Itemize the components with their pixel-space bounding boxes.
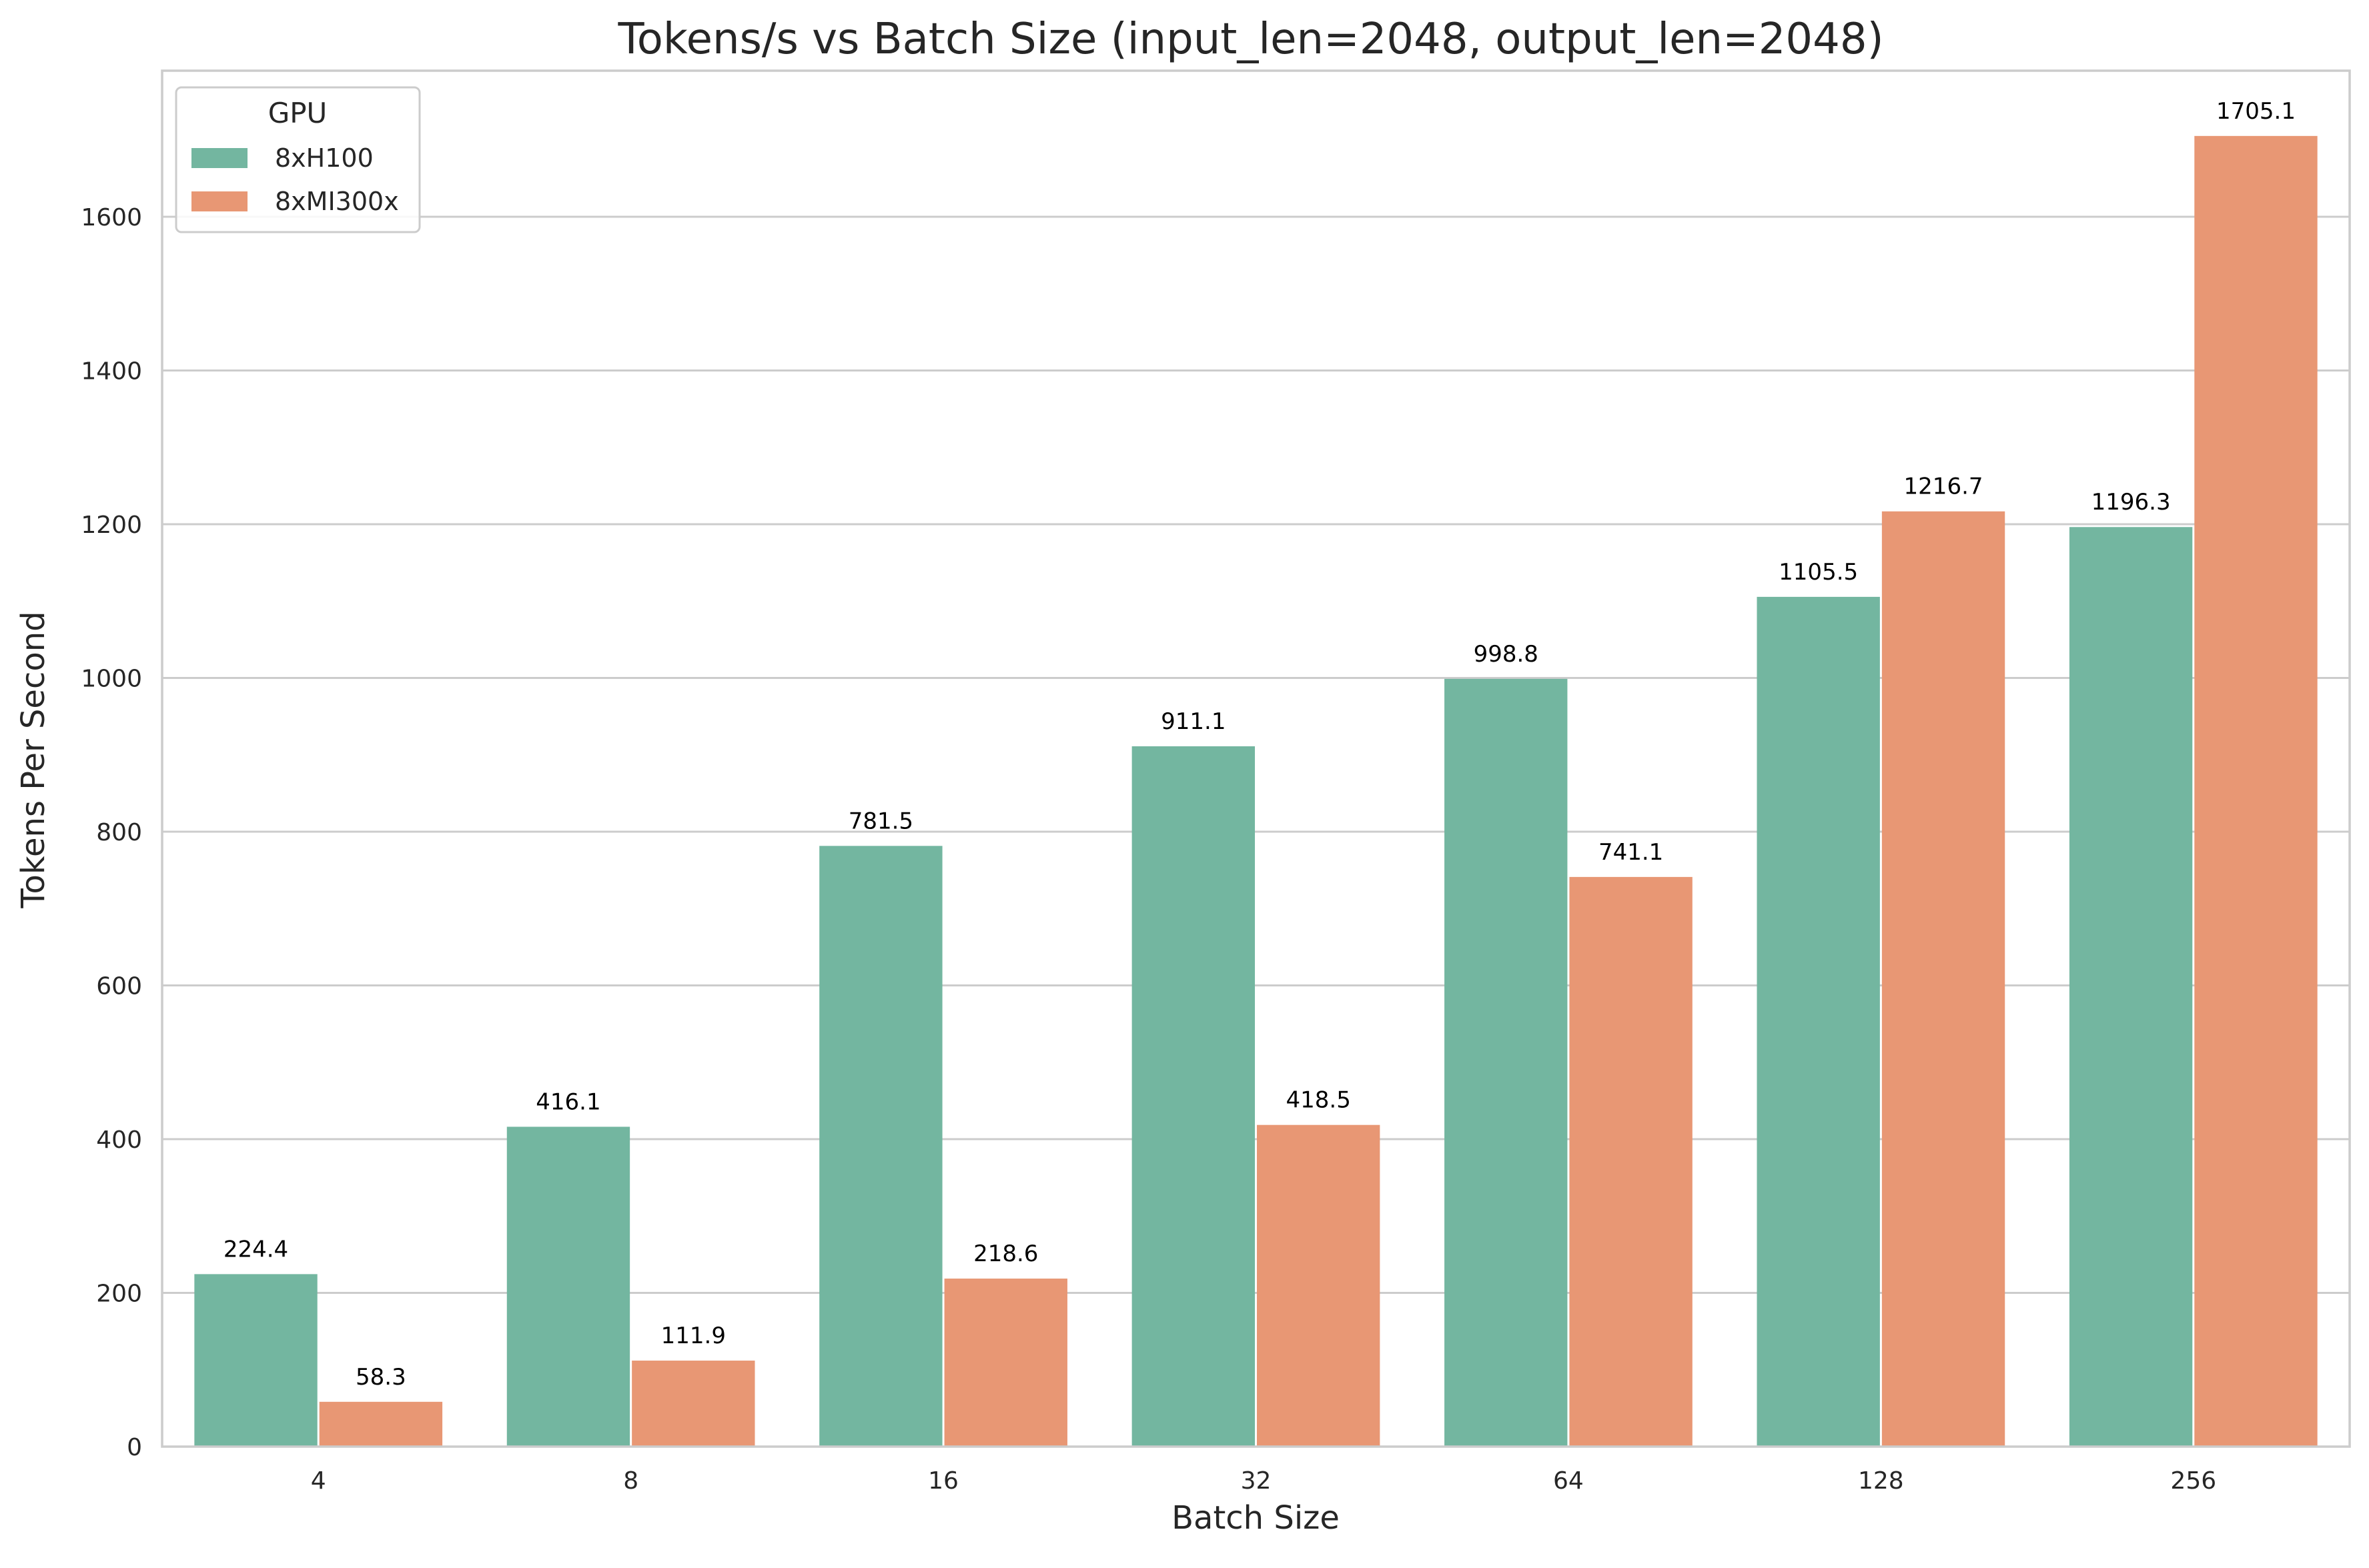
legend-swatch-8xh100 [191,148,248,168]
bar-8xh100-256 [2069,527,2193,1447]
y-tick-label-1200: 1200 [81,512,142,539]
legend[interactable]: GPU 8xH100 8xMI300x [175,86,421,233]
x-tick-label-16: 16 [928,1467,959,1495]
data-label-8xmi300x-32: 418.5 [1286,1087,1351,1114]
y-tick-label-400: 400 [96,1126,142,1154]
gridlines [162,215,2350,1448]
x-tick-label-64: 64 [1553,1467,1584,1495]
bar-8xh100-8 [506,1126,630,1447]
data-label-8xh100-256: 1196.3 [2091,489,2171,516]
bar-8xmi300x-32 [1257,1124,1380,1447]
data-label-8xmi300x-4: 58.3 [356,1364,406,1391]
data-label-8xh100-16: 781.5 [849,808,913,834]
y-tick-label-1600: 1600 [81,204,142,231]
legend-label-8xmi300x: 8xMI300x [275,187,399,216]
plot-frame [161,69,2351,1448]
legend-title: GPU [268,97,328,129]
bar-labels: 224.4 416.1 781.5 911.1 998.8 1105.5 1196.3 58.… [223,98,2296,1391]
bar-8xmi300x-256 [2194,135,2318,1447]
data-label-8xmi300x-128: 1216.7 [1904,474,1983,500]
x-tick-label-4: 4 [311,1467,326,1495]
data-label-8xmi300x-64: 741.1 [1598,839,1663,866]
data-label-8xmi300x-16: 218.6 [973,1241,1038,1267]
bar-8xh100-64 [1444,678,1568,1447]
bar-8xmi300x-8 [632,1361,755,1447]
bar-8xh100-4 [194,1274,318,1447]
bar-8xh100-32 [1131,746,1255,1447]
x-tick-label-32: 32 [1241,1467,1272,1495]
x-tick-label-128: 128 [1858,1467,1904,1495]
data-label-8xh100-128: 1105.5 [1779,559,1858,586]
chart-title: Tokens/s vs Batch Size (input_len=2048, … [617,15,1883,64]
x-tick-label-8: 8 [623,1467,638,1495]
legend-swatch-8xmi300x [191,191,248,211]
bar-8xh100-128 [1757,596,1880,1447]
bar-8xmi300x-4 [319,1401,443,1447]
y-tick-label-1400: 1400 [81,357,142,385]
x-tick-label-256: 256 [2170,1467,2216,1495]
y-tick-label-1000: 1000 [81,665,142,692]
bar-8xmi300x-128 [1881,511,2005,1447]
data-label-8xmi300x-8: 111.9 [661,1323,726,1349]
data-label-8xh100-64: 998.8 [1474,641,1538,668]
y-tick-label-800: 800 [96,819,142,846]
data-label-8xh100-32: 911.1 [1161,708,1226,735]
data-label-8xh100-8: 416.1 [536,1088,600,1115]
x-axis-ticks: 4 8 16 32 64 128 256 [311,1467,2216,1495]
legend-label-8xh100: 8xH100 [275,143,374,173]
data-label-8xmi300x-256: 1705.1 [2216,98,2296,125]
bar-8xmi300x-64 [1569,876,1693,1447]
y-tick-label-0: 0 [127,1434,142,1461]
bars [194,135,2318,1447]
bar-8xh100-16 [819,846,943,1447]
y-tick-label-600: 600 [96,972,142,1000]
bar-8xmi300x-16 [944,1279,1067,1447]
y-tick-label-200: 200 [96,1280,142,1307]
y-axis-label: Tokens Per Second [15,611,52,908]
y-axis-ticks: 0 200 400 600 800 1000 1200 1400 1600 [81,204,142,1461]
data-label-8xh100-4: 224.4 [223,1236,288,1263]
x-axis-label: Batch Size [1171,1499,1340,1537]
